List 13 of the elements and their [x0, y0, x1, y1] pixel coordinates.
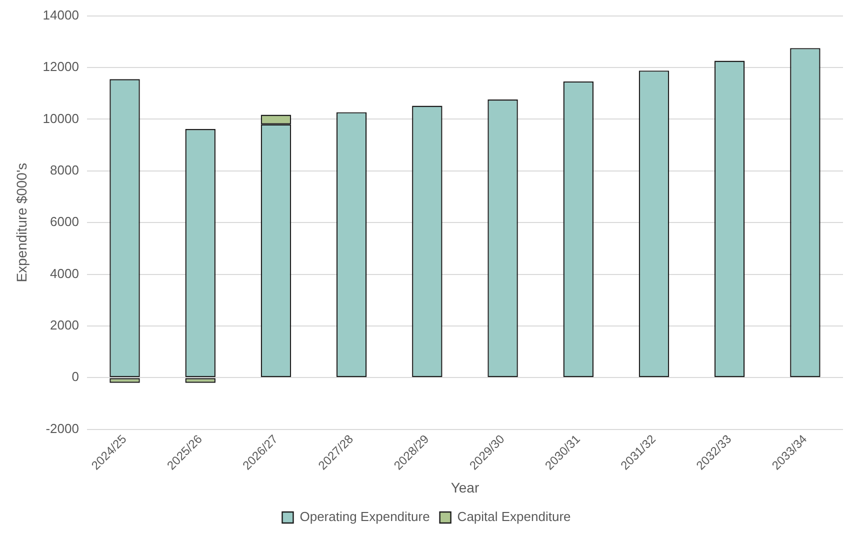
legend-label: Capital Expenditure [457, 509, 571, 524]
legend-label: Operating Expenditure [300, 509, 430, 524]
y-tick-label: 14000 [42, 7, 79, 22]
y-tick-label: 4000 [50, 266, 79, 281]
x-axis-title: Year [450, 479, 480, 496]
y-tick-label: 0 [72, 369, 79, 384]
y-tick-label: 12000 [42, 59, 79, 74]
y-tick-label: 6000 [50, 214, 79, 230]
y-tick-label: -2000 [46, 420, 79, 436]
y-tick-label: 8000 [50, 162, 79, 178]
y-tick-label: 10000 [42, 110, 79, 126]
y-tick-label: 2000 [50, 318, 79, 333]
y-axis-title: Expenditure $000's [13, 162, 30, 282]
